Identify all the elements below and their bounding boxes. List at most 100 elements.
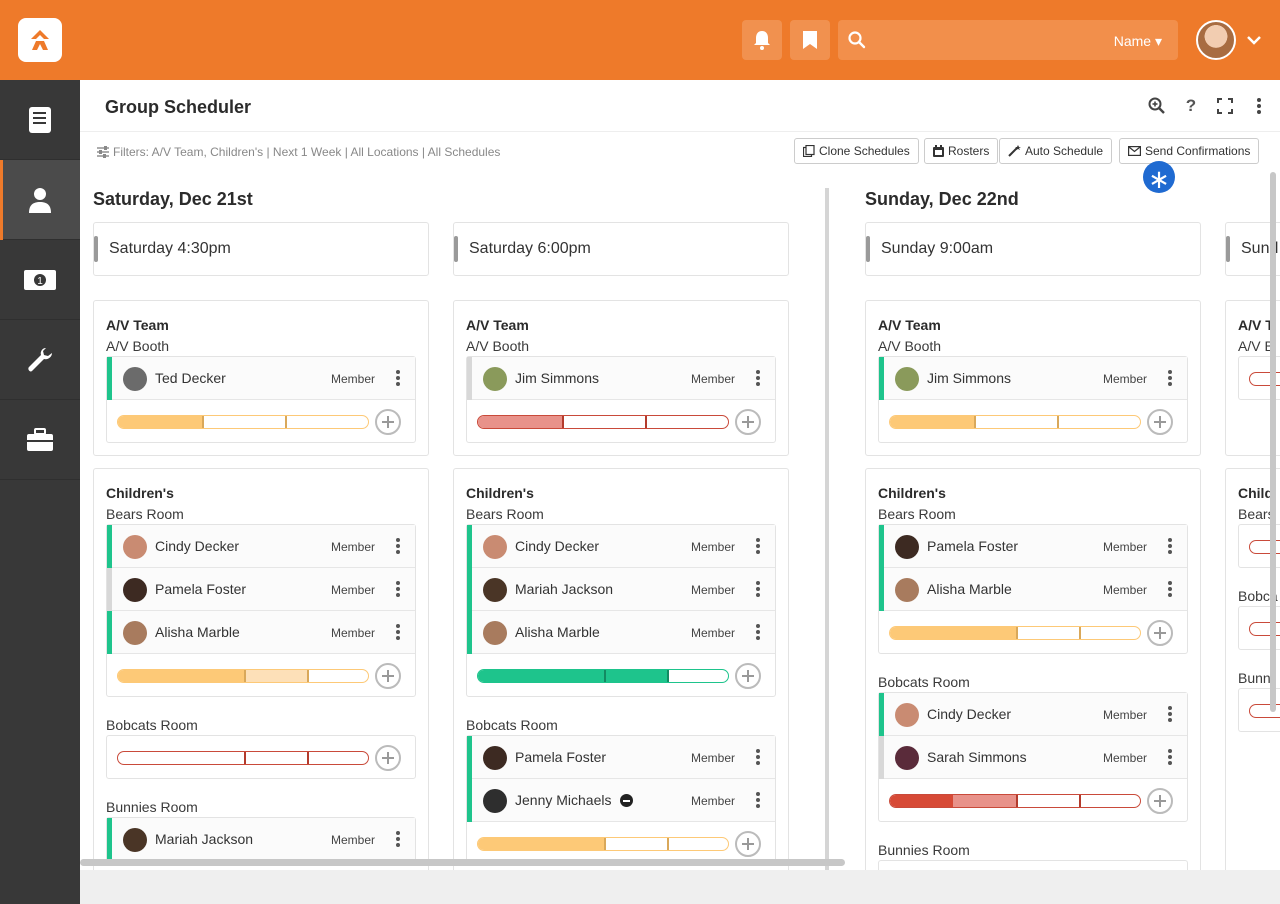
capacity-bar: [1249, 540, 1280, 554]
person-row[interactable]: Alisha Marble Member: [879, 568, 1187, 611]
zoom-icon[interactable]: [1148, 97, 1166, 115]
person-name: Pamela Foster: [515, 749, 607, 765]
sidebar-item-people[interactable]: [0, 160, 80, 240]
person-row[interactable]: Cindy Decker Member: [879, 693, 1187, 736]
horizontal-scrollbar[interactable]: [80, 859, 845, 866]
resource-slot: Cindy Decker Member Pamela Foster Member…: [106, 524, 416, 697]
more-vertical-icon[interactable]: [1167, 705, 1173, 723]
help-icon[interactable]: ?: [1185, 96, 1197, 115]
sidebar-item-content[interactable]: [0, 80, 80, 160]
more-vertical-icon[interactable]: [755, 623, 761, 641]
person-role: Member: [1102, 751, 1147, 765]
avatar: [895, 746, 919, 770]
location-name: A/V Booth: [878, 338, 942, 354]
add-person-button[interactable]: [735, 831, 761, 857]
clone-schedules-button[interactable]: Clone Schedules: [794, 138, 919, 164]
resource-slot: Mariah Jackson Member: [106, 817, 416, 862]
rosters-button[interactable]: Rosters: [924, 138, 999, 164]
resource-slot: Ted Decker Member: [106, 356, 416, 443]
capacity-bar: [477, 415, 729, 429]
group-card-childrens: Child Bears Bobca Bunn: [1225, 468, 1280, 870]
person-row[interactable]: Cindy Decker Member: [467, 525, 775, 568]
add-person-button[interactable]: [1147, 788, 1173, 814]
person-row[interactable]: Pamela Foster Member: [107, 568, 415, 611]
more-vertical-icon[interactable]: [755, 791, 761, 809]
person-row[interactable]: Mariah Jackson Member: [467, 568, 775, 611]
person-role: Member: [690, 540, 735, 554]
more-vertical-icon[interactable]: [1167, 537, 1173, 555]
search-icon: [848, 31, 866, 49]
person-row[interactable]: Jim Simmons Member: [467, 357, 775, 400]
more-vertical-icon[interactable]: [755, 580, 761, 598]
person-row[interactable]: Alisha Marble Member: [467, 611, 775, 654]
search-box[interactable]: Name ▾: [838, 20, 1178, 60]
capacity-bar: [477, 669, 729, 683]
person-name: Ted Decker: [155, 370, 226, 386]
rock-logo[interactable]: [18, 18, 62, 62]
resource-slot: Pamela Foster Member Jenny Michaels Memb…: [466, 735, 776, 865]
person-row[interactable]: Jenny Michaels Member: [467, 779, 775, 822]
person-role: Member: [1102, 540, 1147, 554]
add-person-button[interactable]: [1147, 620, 1173, 646]
capacity-bar: [117, 751, 369, 765]
chevron-down-icon[interactable]: [1246, 32, 1262, 48]
progress-row: [107, 736, 415, 778]
add-person-button[interactable]: [1147, 409, 1173, 435]
search-scope-dropdown[interactable]: Name ▾: [1113, 33, 1162, 49]
avatar: [483, 578, 507, 602]
avatar: [895, 578, 919, 602]
add-person-button[interactable]: [375, 745, 401, 771]
person-row[interactable]: Pamela Foster Member: [879, 525, 1187, 568]
add-person-button[interactable]: [375, 663, 401, 689]
highlight-asterisk-badge: ∗: [1143, 161, 1175, 194]
person-role: Member: [690, 794, 735, 808]
person-row[interactable]: Pamela Foster Member: [467, 736, 775, 779]
person-role: Member: [330, 583, 375, 597]
bookmarks-button[interactable]: [790, 20, 830, 60]
more-vertical-icon[interactable]: [395, 830, 401, 848]
notifications-button[interactable]: [742, 20, 782, 60]
person-name: Jenny Michaels: [515, 792, 633, 808]
add-person-button[interactable]: [735, 663, 761, 689]
user-avatar[interactable]: [1196, 20, 1236, 60]
sidebar-item-admin[interactable]: [0, 400, 80, 480]
group-name: Children's: [106, 485, 174, 501]
progress-row: [879, 611, 1187, 653]
person-row[interactable]: Alisha Marble Member: [107, 611, 415, 654]
add-person-button[interactable]: [375, 409, 401, 435]
more-vertical-icon[interactable]: [755, 748, 761, 766]
avatar: [123, 535, 147, 559]
more-vertical-icon[interactable]: [395, 537, 401, 555]
person-row[interactable]: Cindy Decker Member: [107, 525, 415, 568]
more-vertical-icon[interactable]: [1167, 369, 1173, 387]
vertical-scrollbar[interactable]: [1270, 172, 1276, 712]
avatar: [123, 828, 147, 852]
auto-schedule-button[interactable]: Auto Schedule: [999, 138, 1113, 164]
send-confirmations-button[interactable]: Send Confirmations: [1119, 138, 1260, 164]
person-row[interactable]: Ted Decker Member: [107, 357, 415, 400]
more-vertical-icon[interactable]: [755, 537, 761, 555]
person-name: Cindy Decker: [155, 538, 240, 554]
person-role: Member: [690, 372, 735, 386]
more-vertical-icon[interactable]: [395, 369, 401, 387]
add-person-button[interactable]: [735, 409, 761, 435]
fullscreen-icon[interactable]: [1216, 97, 1234, 115]
progress-row: [467, 654, 775, 696]
more-vertical-icon[interactable]: [1250, 97, 1268, 115]
person-row[interactable]: Sarah Simmons Member: [879, 736, 1187, 779]
more-vertical-icon[interactable]: [1167, 580, 1173, 598]
capacity-bar: [477, 837, 729, 851]
more-vertical-icon[interactable]: [755, 369, 761, 387]
more-vertical-icon[interactable]: [1167, 748, 1173, 766]
more-vertical-icon[interactable]: [395, 580, 401, 598]
person-row[interactable]: Mariah Jackson Member: [107, 818, 415, 861]
filter-summary[interactable]: Filters: A/V Team, Children's | Next 1 W…: [97, 145, 500, 159]
person-role: Member: [330, 372, 375, 386]
more-vertical-icon[interactable]: [395, 623, 401, 641]
group-name: Child: [1238, 485, 1273, 501]
sidebar-item-finance[interactable]: 1: [0, 240, 80, 320]
person-row[interactable]: Jim Simmons Member: [879, 357, 1187, 400]
progress-row: [467, 822, 775, 864]
capacity-bar: [117, 669, 369, 683]
sidebar-item-tools[interactable]: [0, 320, 80, 400]
